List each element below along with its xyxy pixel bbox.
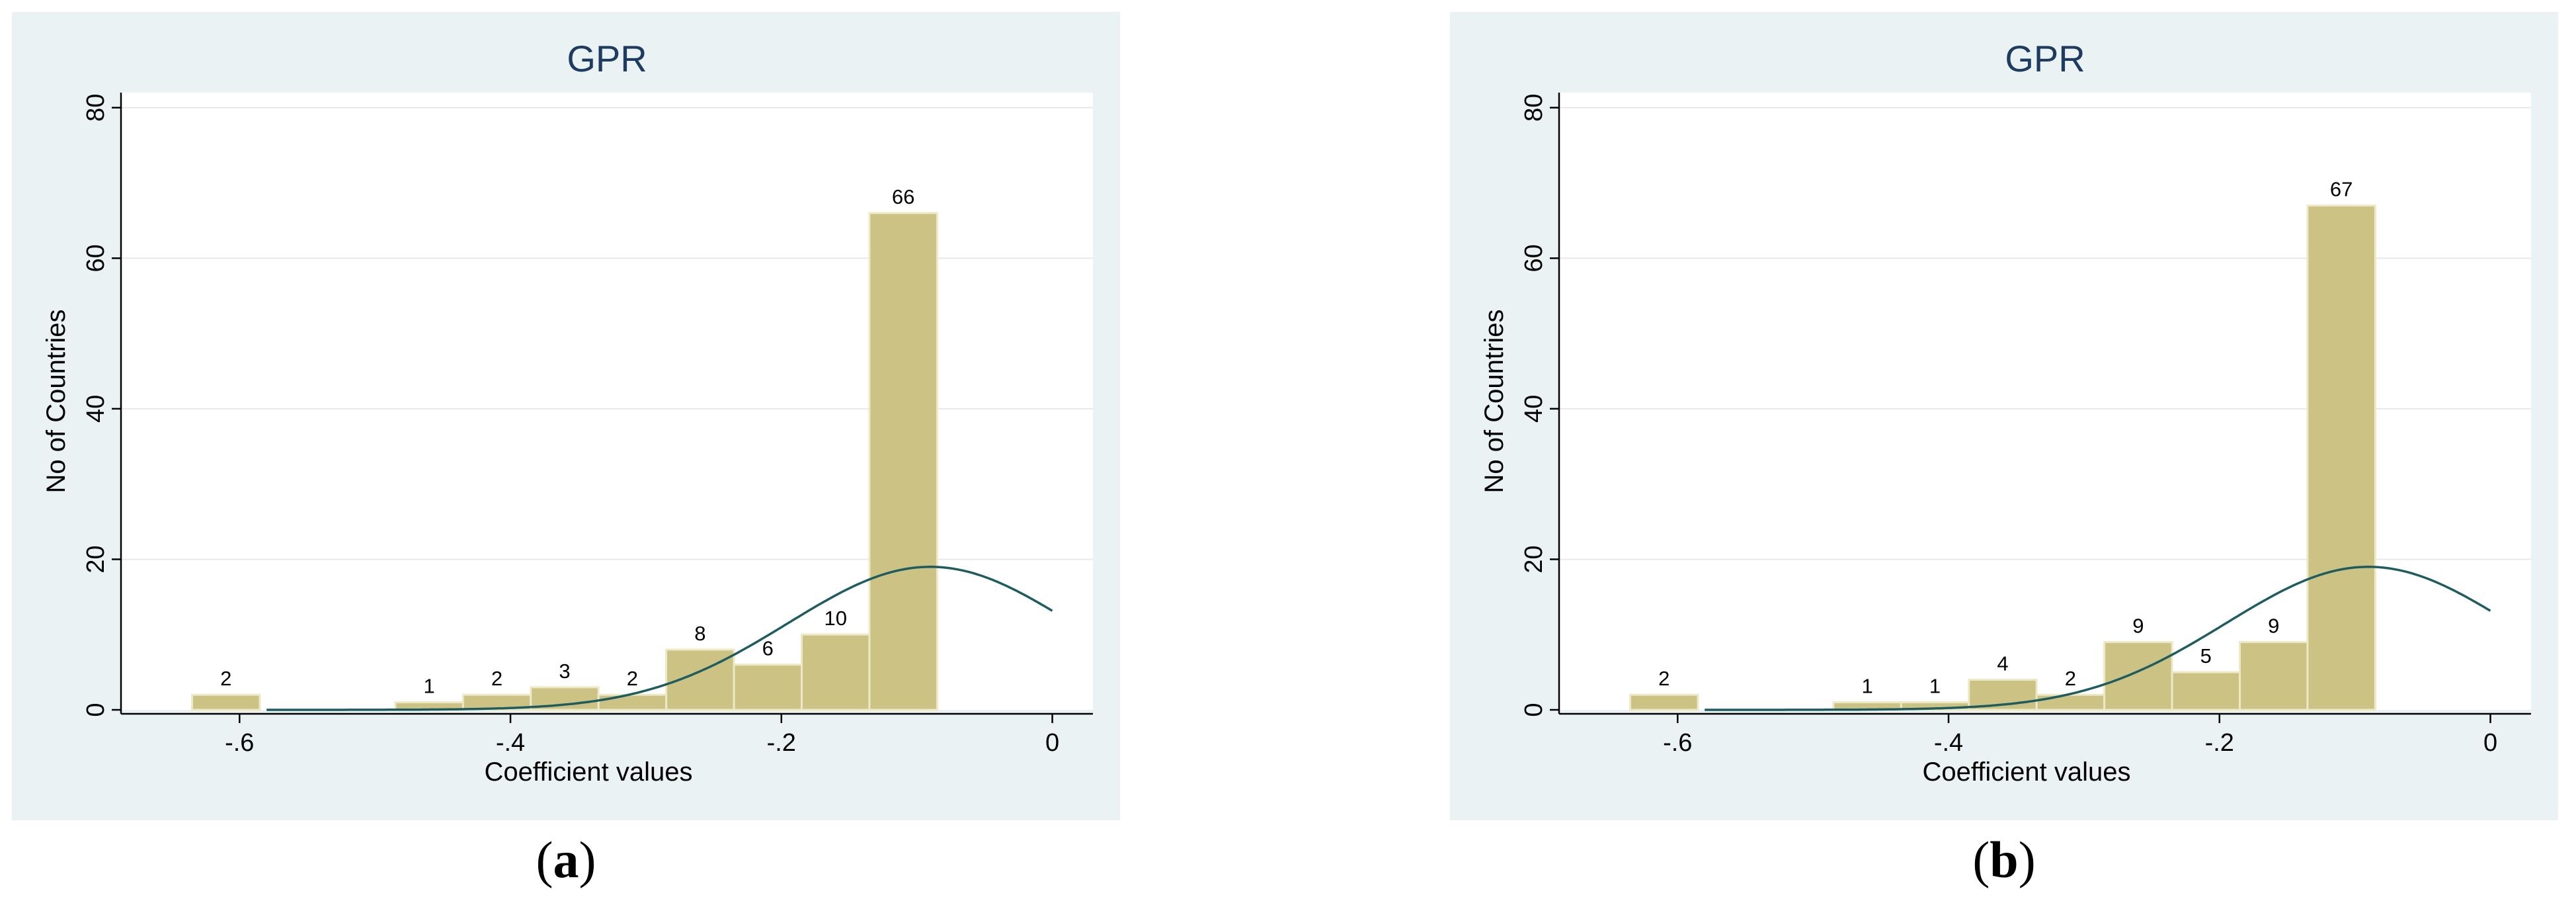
bar-value-label: 2 [627, 667, 638, 690]
histogram-bar [191, 693, 261, 711]
x-axis-title: Coefficient values [1923, 757, 2131, 787]
histogram-bar [1968, 678, 2038, 711]
x-tick-label: 0 [2483, 729, 2497, 757]
panel-label-a: (a) [536, 831, 596, 888]
bar-value-label: 2 [1658, 667, 1670, 690]
bar-value-label: 2 [220, 667, 231, 690]
bar-value-label: 1 [1861, 675, 1872, 698]
bar-value-label: 4 [1997, 652, 2008, 675]
y-tick-label: 20 [1520, 545, 1548, 573]
x-tick-label: -.6 [225, 729, 254, 757]
y-tick-label: 60 [1520, 244, 1548, 272]
x-tick-label: -.2 [2205, 729, 2234, 757]
y-tick-label: 80 [1520, 94, 1548, 122]
x-tick-label: 0 [1045, 729, 1059, 757]
histogram-bar [2306, 204, 2376, 711]
chart-title: GPR [2005, 38, 2085, 79]
histogram-bar [597, 693, 668, 711]
histogram-bar [733, 664, 803, 711]
plot-area [1559, 93, 2531, 710]
histogram-b: 2 1 1 4 2 9 5 9 67 0 20 40 60 80 -.6 -.4 -.2 0 GPR Coeffici… [1480, 38, 2531, 787]
bar-value-label: 1 [423, 675, 434, 698]
normal-density-curve [266, 566, 1053, 711]
histogram-bar [2239, 641, 2309, 711]
histogram-bar [2171, 671, 2241, 711]
bar-value-label: 10 [824, 607, 846, 630]
histogram-bar [1629, 693, 1699, 711]
histogram-bar [868, 212, 938, 711]
bar-value-label: 5 [2200, 644, 2212, 668]
bar-value-label: 9 [2132, 615, 2144, 638]
x-tick-label: -.6 [1663, 729, 1692, 757]
bar-value-label: 9 [2268, 615, 2279, 638]
chart-panel-b: 2 1 1 4 2 9 5 9 67 0 20 40 60 80 -.6 -.4 -.2 0 GPR Coeffici… [1450, 12, 2558, 820]
y-tick-label: 40 [1520, 395, 1548, 423]
y-tick-label: 0 [82, 703, 110, 716]
panel-label-b: (b) [1972, 831, 2036, 888]
y-tick-label: 80 [82, 94, 110, 122]
histogram-bar [801, 633, 871, 711]
bar-value-label: 1 [1929, 675, 1941, 698]
y-tick-label: 20 [82, 545, 110, 573]
bar-value-label: 2 [491, 667, 503, 690]
panel-label-a-letter: a [553, 831, 579, 888]
bar-value-label: 67 [2330, 178, 2353, 201]
bar-value-label: 3 [559, 660, 570, 683]
chart-title: GPR [567, 38, 647, 79]
plot-area [121, 93, 1093, 710]
x-tick-label: -.4 [1934, 729, 1963, 757]
bar-value-label: 2 [2065, 667, 2076, 690]
bar-value-label: 66 [892, 185, 914, 208]
histogram-a: 2 1 2 3 2 8 6 10 66 0 20 40 60 80 -.6 -.4 -.2 0 GPR Coeffic… [42, 38, 1093, 787]
x-tick-label: -.2 [767, 729, 796, 757]
x-tick-label: -.4 [496, 729, 525, 757]
normal-density-curve [1705, 566, 2491, 711]
chart-panel-a: 2 1 2 3 2 8 6 10 66 0 20 40 60 80 -.6 -.4 -.2 0 GPR Coeffic… [12, 12, 1120, 820]
y-tick-label: 40 [82, 395, 110, 423]
bar-value-label: 6 [762, 637, 774, 660]
histogram-bar [2103, 641, 2173, 711]
panel-label-b-letter: b [1990, 831, 2019, 888]
y-tick-label: 60 [82, 244, 110, 272]
x-axis-title: Coefficient values [485, 757, 693, 787]
y-axis-title: No of Countries [42, 310, 71, 494]
y-axis-title: No of Countries [1480, 310, 1509, 494]
y-tick-label: 0 [1520, 703, 1548, 716]
histogram-bar [530, 686, 600, 711]
bar-value-label: 8 [694, 622, 705, 645]
histogram-bar [2035, 693, 2106, 711]
